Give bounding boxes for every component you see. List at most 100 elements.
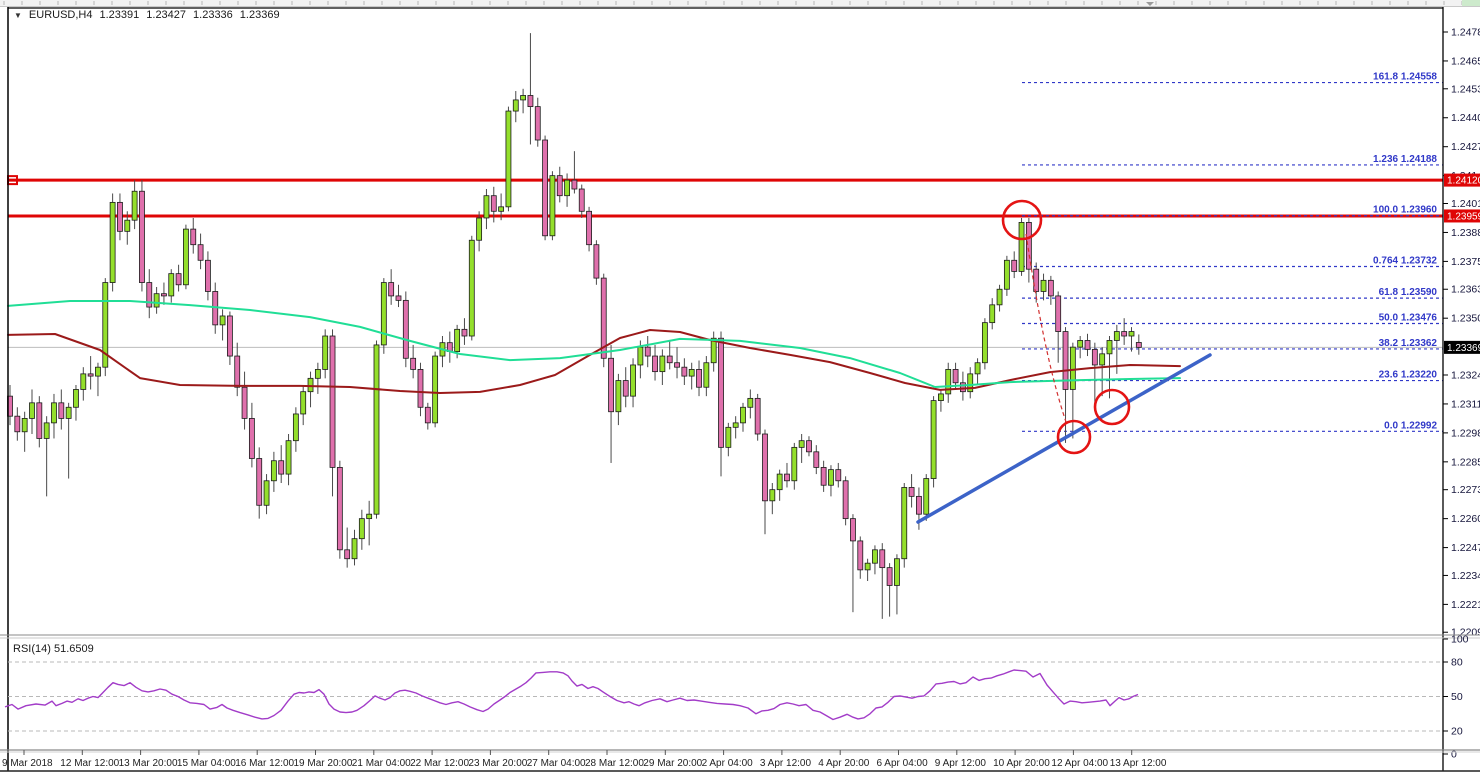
candle-bullish bbox=[938, 393, 944, 401]
price-axis-label: 1.23115 bbox=[1451, 398, 1480, 410]
candle-bullish bbox=[285, 440, 292, 475]
candle-bullish bbox=[183, 228, 189, 286]
candle-bearish bbox=[762, 433, 768, 502]
candle-bearish bbox=[1025, 222, 1032, 270]
candle-bearish bbox=[344, 549, 351, 560]
ohlc-high: 1.23427 bbox=[146, 9, 187, 21]
price-axis-label: 1.24015 bbox=[1451, 198, 1480, 210]
candle-bullish bbox=[769, 489, 776, 502]
candle-bearish bbox=[1084, 340, 1091, 350]
price-axis-label: 1.22215 bbox=[1451, 599, 1480, 611]
candle-bullish bbox=[65, 406, 72, 419]
candle-bullish bbox=[615, 380, 622, 413]
price-axis-label: 1.22345 bbox=[1451, 570, 1480, 582]
candle-bullish bbox=[872, 549, 878, 564]
candle-bullish bbox=[1099, 353, 1106, 366]
candle-bullish bbox=[923, 478, 930, 515]
time-axis-label: 21 Mar 04:00 bbox=[352, 758, 411, 769]
candle-bullish bbox=[80, 373, 87, 390]
time-axis-label: 13 Mar 20:00 bbox=[119, 758, 178, 769]
candle-bearish bbox=[652, 355, 658, 373]
candle-bearish bbox=[58, 402, 65, 419]
highlight-circle[interactable] bbox=[1001, 199, 1043, 241]
highlight-circle[interactable] bbox=[1056, 419, 1092, 455]
rsi-value: 51.6509 bbox=[53, 643, 94, 655]
candle-bearish bbox=[241, 386, 248, 419]
candle-bearish bbox=[190, 228, 197, 246]
candle-bullish bbox=[747, 397, 754, 408]
candle-bullish bbox=[468, 239, 475, 337]
candle-bullish bbox=[996, 288, 1003, 306]
candle-bullish bbox=[1128, 331, 1135, 337]
ohlc-open: 1.23391 bbox=[99, 9, 140, 21]
ohlc-close: 1.23369 bbox=[239, 9, 280, 21]
candle-bullish bbox=[732, 422, 739, 428]
candle-bullish bbox=[930, 400, 937, 479]
candle-bearish bbox=[556, 175, 563, 197]
candle-bearish bbox=[161, 293, 167, 297]
projection-dashed-path[interactable] bbox=[1025, 233, 1067, 423]
candle-bearish bbox=[1121, 331, 1128, 337]
candle-bearish bbox=[329, 335, 336, 468]
candle-bearish bbox=[542, 139, 548, 237]
candle-bullish bbox=[476, 217, 483, 241]
trendline[interactable] bbox=[916, 353, 1212, 524]
candle-bullish bbox=[351, 538, 358, 560]
candle-bullish bbox=[219, 315, 226, 326]
fib-level-label: 161.8 1.24558 bbox=[1373, 72, 1437, 83]
moving-average-slow[interactable] bbox=[7, 329, 1181, 394]
candle-bullish bbox=[520, 95, 526, 101]
candle-bearish bbox=[336, 467, 343, 551]
price-axis-label: 1.23630 bbox=[1451, 284, 1480, 296]
candle-bearish bbox=[1047, 279, 1054, 297]
candle-bearish bbox=[197, 244, 204, 261]
candle-bullish bbox=[981, 322, 988, 364]
price-tag bbox=[1444, 209, 1480, 223]
collapse-arrow-icon[interactable]: ▼ bbox=[14, 10, 22, 20]
time-axis-label: 6 Apr 04:00 bbox=[877, 758, 929, 769]
price-tag-label: 1.23369 bbox=[1447, 343, 1480, 354]
candle-bullish bbox=[564, 179, 570, 197]
candle-bearish bbox=[696, 369, 702, 388]
splitter-handle-icon[interactable] bbox=[1146, 2, 1154, 6]
fib-level-label: 100.0 1.23960 bbox=[1373, 205, 1437, 216]
candle-bullish bbox=[51, 402, 57, 424]
candle-bearish bbox=[1135, 342, 1142, 348]
highlight-circle[interactable] bbox=[1093, 388, 1131, 426]
price-axis-label: 1.22855 bbox=[1451, 456, 1480, 468]
candle-bearish bbox=[886, 567, 893, 586]
fib-level-label: 38.2 1.23362 bbox=[1379, 338, 1438, 349]
candle-bearish bbox=[718, 337, 724, 448]
candle-bearish bbox=[820, 467, 827, 486]
candle-bearish bbox=[234, 355, 241, 388]
candle-bullish bbox=[153, 293, 160, 308]
fib-level-label: 0.764 1.23732 bbox=[1373, 256, 1437, 267]
candle-bearish bbox=[87, 373, 94, 377]
candle-bullish bbox=[307, 377, 314, 393]
candle-bearish bbox=[461, 328, 468, 337]
candle-bullish bbox=[798, 440, 805, 448]
candle-bullish bbox=[637, 346, 644, 366]
rsi-indicator-label: RSI(14) 51.6509 bbox=[13, 643, 94, 655]
time-axis-label: 28 Mar 12:00 bbox=[585, 758, 644, 769]
candle-bearish bbox=[608, 357, 614, 413]
price-axis-label: 1.22985 bbox=[1451, 427, 1480, 439]
candle-bullish bbox=[168, 273, 175, 297]
candle-bearish bbox=[850, 518, 856, 542]
candle-bearish bbox=[593, 244, 600, 279]
candle-bearish bbox=[1011, 259, 1018, 272]
candle-bearish bbox=[960, 382, 966, 393]
candle-bullish bbox=[95, 366, 101, 377]
candle-bullish bbox=[630, 364, 636, 397]
candle-bullish bbox=[454, 328, 461, 352]
candle-bearish bbox=[490, 195, 497, 212]
candle-bearish bbox=[226, 315, 233, 357]
moving-average-fast[interactable] bbox=[7, 300, 1181, 388]
fib-level-label: 23.6 1.23220 bbox=[1379, 370, 1438, 381]
candle-bearish bbox=[146, 282, 153, 308]
candle-bearish bbox=[534, 106, 541, 141]
candle-bullish bbox=[1069, 346, 1076, 390]
price-axis-label: 1.24530 bbox=[1451, 83, 1480, 95]
